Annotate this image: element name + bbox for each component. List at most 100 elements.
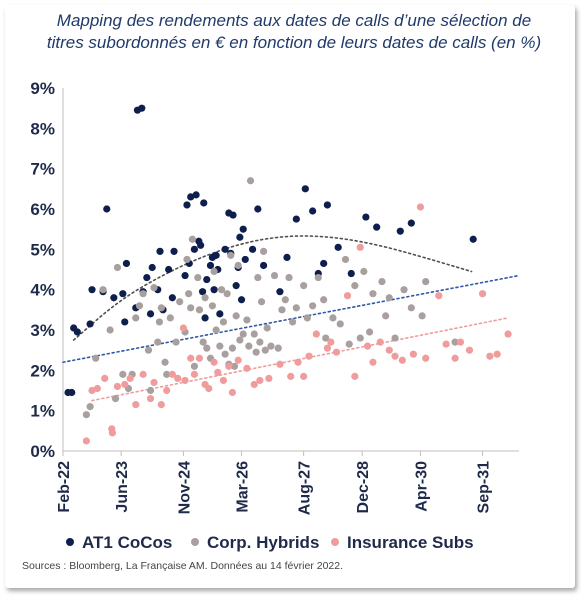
point-corp-hybrids — [166, 314, 174, 322]
point-corp-hybrids — [232, 312, 240, 320]
point-insurance-subs — [121, 380, 129, 389]
point-at1-cocos — [320, 259, 328, 268]
point-insurance-subs — [409, 350, 417, 358]
point-at1-cocos — [119, 290, 127, 298]
point-insurance-subs — [391, 352, 399, 360]
point-at1-cocos — [241, 255, 249, 264]
point-corp-hybrids — [146, 386, 155, 395]
point-at1-cocos — [232, 282, 240, 290]
point-corp-hybrids — [267, 342, 275, 350]
point-at1-cocos — [206, 261, 215, 270]
point-corp-hybrids — [199, 338, 207, 346]
point-at1-cocos — [122, 259, 131, 268]
point-corp-hybrids — [300, 282, 308, 290]
point-corp-hybrids — [190, 362, 199, 370]
point-insurance-subs — [385, 346, 393, 354]
point-corp-hybrids — [139, 290, 147, 298]
point-at1-cocos — [73, 328, 81, 336]
axes: 0% 1% 2% 3% 4% 5% 6% 7% 8% 9% Feb-22 Jun-23 Nov-24 Ma… — [30, 79, 519, 515]
point-corp-hybrids — [187, 304, 195, 312]
point-insurance-subs — [416, 203, 425, 211]
point-insurance-subs — [451, 354, 459, 362]
point-corp-hybrids — [172, 338, 180, 346]
point-insurance-subs — [312, 330, 320, 338]
point-corp-hybrids — [407, 304, 415, 312]
point-at1-cocos — [165, 265, 173, 274]
x-tick-label: Nov-24 — [176, 461, 193, 514]
point-insurance-subs — [181, 376, 189, 385]
point-corp-hybrids — [309, 302, 317, 310]
point-at1-cocos — [143, 273, 151, 282]
point-at1-cocos — [110, 294, 118, 302]
point-at1-cocos — [86, 320, 94, 328]
y-tick-label: 7% — [30, 160, 55, 179]
point-corp-hybrids — [289, 318, 297, 326]
legend-label-insurance-subs: Insurance Subs — [347, 533, 474, 552]
point-at1-cocos — [347, 269, 355, 278]
point-at1-cocos — [181, 271, 189, 280]
point-corp-hybrids — [254, 273, 262, 282]
trendline-at1-cocos — [72, 235, 473, 341]
point-insurance-subs — [101, 374, 109, 382]
point-corp-hybrids — [150, 284, 158, 292]
point-corp-hybrids — [303, 314, 311, 322]
point-at1-cocos — [168, 294, 176, 302]
point-insurance-subs — [456, 338, 465, 346]
point-at1-cocos — [170, 247, 178, 255]
point-corp-hybrids — [227, 251, 235, 259]
point-corp-hybrids — [341, 255, 350, 264]
point-corp-hybrids — [314, 273, 322, 282]
point-corp-hybrids — [256, 338, 264, 346]
point-insurance-subs — [369, 358, 377, 366]
point-corp-hybrids — [161, 358, 169, 366]
point-corp-hybrids — [113, 263, 122, 272]
x-tick-label: Sep-31 — [476, 461, 493, 514]
point-corp-hybrids — [234, 261, 242, 270]
x-tick-label: Dec-28 — [355, 461, 372, 514]
point-insurance-subs — [356, 243, 364, 251]
point-at1-cocos — [373, 223, 381, 231]
point-insurance-subs — [294, 358, 302, 366]
point-corp-hybrids — [365, 328, 374, 336]
point-corp-hybrids — [82, 411, 90, 419]
chart-frame — [5, 5, 575, 588]
point-corp-hybrids — [135, 302, 144, 310]
point-at1-cocos — [239, 225, 247, 233]
point-insurance-subs — [228, 388, 237, 397]
point-corp-hybrids — [322, 334, 330, 342]
point-at1-cocos — [237, 296, 246, 304]
chart-title-line-1: Mapping des rendements aux dates de call… — [56, 11, 532, 30]
point-corp-hybrids — [154, 338, 162, 346]
point-insurance-subs — [332, 348, 341, 356]
legend-label-corp-hybrids: Corp. Hybrids — [207, 533, 319, 552]
point-insurance-subs — [195, 354, 204, 362]
point-at1-cocos — [407, 219, 415, 227]
point-at1-cocos — [301, 185, 309, 193]
x-tick-label: Jun-23 — [114, 461, 131, 513]
point-corp-hybrids — [285, 273, 293, 282]
point-insurance-subs — [243, 364, 251, 372]
point-insurance-subs — [234, 356, 242, 364]
point-insurance-subs — [93, 384, 102, 393]
y-tick-label: 3% — [30, 321, 55, 340]
point-corp-hybrids — [245, 342, 253, 350]
point-corp-hybrids — [360, 267, 368, 276]
point-corp-hybrids — [422, 278, 430, 286]
point-corp-hybrids — [281, 296, 289, 304]
point-corp-hybrids — [270, 271, 279, 280]
point-insurance-subs — [163, 386, 171, 395]
point-insurance-subs — [465, 346, 474, 354]
point-insurance-subs — [323, 344, 331, 352]
point-corp-hybrids — [329, 314, 337, 322]
point-insurance-subs — [265, 374, 273, 382]
point-insurance-subs — [442, 340, 450, 348]
point-insurance-subs — [422, 354, 430, 362]
point-corp-hybrids — [451, 338, 459, 346]
point-corp-hybrids — [92, 354, 100, 362]
point-at1-cocos — [254, 205, 262, 213]
point-at1-cocos — [192, 191, 200, 199]
point-corp-hybrids — [86, 403, 94, 411]
point-corp-hybrids — [144, 346, 153, 354]
point-at1-cocos — [469, 235, 477, 243]
point-corp-hybrids — [369, 290, 377, 298]
